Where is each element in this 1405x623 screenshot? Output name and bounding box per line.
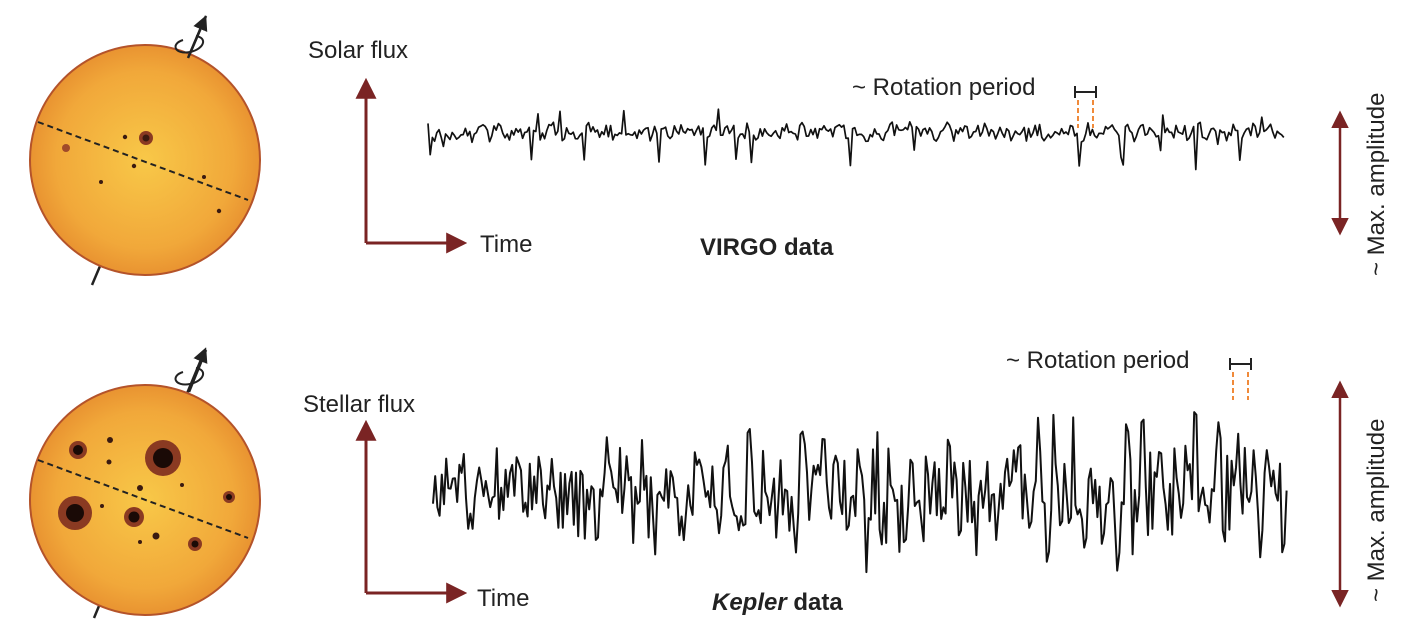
panel-virgo: Solar flux Time ~ Rotation period ~ Max.…	[29, 15, 1390, 286]
virgo-light-curve	[427, 108, 1285, 171]
rotation-period-marker	[1229, 358, 1252, 400]
sun-disk	[29, 44, 261, 276]
sun-equator	[37, 121, 249, 201]
panel-kepler: Stellar flux Time ~ Rotation period ~ Ma…	[29, 347, 1390, 619]
max-amplitude-label: ~ Max. amplitude	[1363, 93, 1390, 276]
rotation-period-label: ~ Rotation period	[1006, 347, 1189, 374]
flux-axis-label: Solar flux	[308, 37, 408, 64]
data-source-label: VIRGO data	[700, 234, 834, 261]
sun-illustration	[29, 15, 261, 286]
max-amplitude-label: ~ Max. amplitude	[1363, 419, 1390, 602]
star-illustration	[29, 347, 261, 619]
star-equator	[37, 459, 249, 539]
rotation-curl-icon	[174, 367, 205, 386]
star-axis-top	[187, 349, 208, 393]
flux-axis-label: Stellar flux	[303, 391, 415, 418]
time-axis-label: Time	[480, 231, 532, 258]
time-axis-label: Time	[477, 585, 529, 612]
rotation-period-label: ~ Rotation period	[852, 74, 1035, 101]
rotation-period-marker	[1074, 86, 1097, 128]
sunspots	[62, 131, 222, 214]
data-source-label: Kepler data	[712, 589, 843, 616]
kepler-light-curve	[432, 411, 1288, 574]
rotation-curl-icon	[174, 35, 205, 54]
starspots	[58, 437, 235, 551]
